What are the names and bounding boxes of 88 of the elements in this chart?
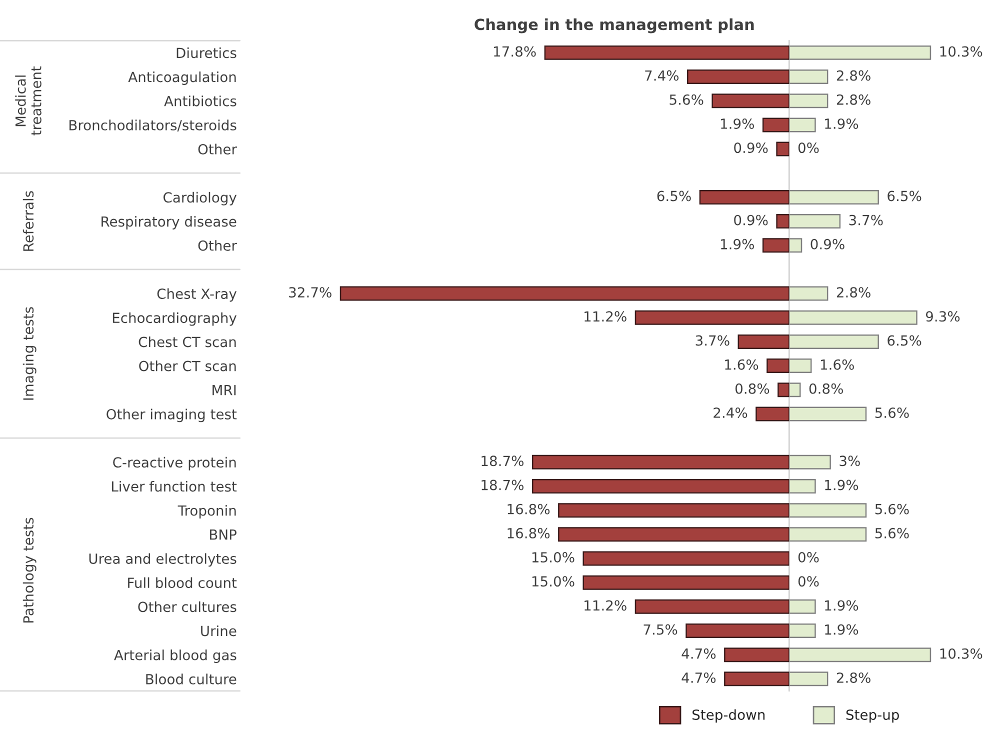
data-label: 3.7% xyxy=(696,335,730,346)
data-label: 4.7% xyxy=(682,672,716,683)
bar xyxy=(776,142,790,156)
y-tick-label: Cardiology xyxy=(163,192,237,206)
data-label: 0.8% xyxy=(809,383,843,394)
data-label: 2.8% xyxy=(836,672,870,683)
data-label: 32.7% xyxy=(289,287,332,298)
y-tick-label: Arterial blood gas xyxy=(114,650,236,663)
y-tick-label: Chest X-ray xyxy=(157,288,237,302)
y-tick-label: Antibiotics xyxy=(164,96,236,106)
bar xyxy=(789,286,828,301)
data-label: 0% xyxy=(798,142,819,154)
y-tick-label: Anticoagulation xyxy=(128,71,236,85)
data-label: 1.9% xyxy=(721,118,754,129)
text: Imaging tests xyxy=(22,307,36,400)
y-tick-label: Echocardiography xyxy=(112,312,237,326)
text: Medical treatment xyxy=(15,66,42,136)
data-label: 0% xyxy=(798,552,819,563)
y-tick-label: Troponin xyxy=(178,505,236,518)
data-label: 16.8% xyxy=(508,504,550,514)
data-label: 16.8% xyxy=(508,528,550,538)
y-tick-label: Urine xyxy=(201,625,236,636)
data-label: 10.3% xyxy=(940,46,982,57)
chart-title: Change in the management plan xyxy=(474,18,754,34)
data-label: 6.5% xyxy=(888,190,922,202)
bar xyxy=(789,624,816,638)
data-label: 0% xyxy=(798,576,819,587)
data-label: 7.5% xyxy=(644,624,678,635)
y-tick-label: Other CT scan xyxy=(139,360,236,372)
data-label: 1.9% xyxy=(825,600,858,611)
data-label: 6.5% xyxy=(657,190,691,202)
data-label: 5.6% xyxy=(875,504,909,514)
y-tick-label: Other xyxy=(198,240,237,251)
text: Pathology tests xyxy=(22,518,36,623)
data-label: 9.3% xyxy=(926,311,960,322)
data-label: 18.7% xyxy=(482,456,524,466)
data-label: 0.9% xyxy=(734,214,768,226)
bar xyxy=(789,454,831,470)
data-label: 3% xyxy=(840,456,860,466)
y-tick-label: C-reactive protein xyxy=(113,456,236,470)
data-label: 15.0% xyxy=(532,576,574,587)
bar xyxy=(789,478,816,494)
text: Referrals xyxy=(22,191,34,251)
data-label: 1.9% xyxy=(825,480,858,490)
data-label: 1.6% xyxy=(725,359,758,370)
data-label: 10.3% xyxy=(940,648,982,659)
data-label: 2.4% xyxy=(714,408,748,418)
data-label: 2.8% xyxy=(836,287,870,298)
data-label: 11.2% xyxy=(584,311,626,322)
y-tick-label: Other xyxy=(198,144,237,155)
data-label: 18.7% xyxy=(482,480,524,490)
data-label: 17.8% xyxy=(494,46,536,57)
data-label: 0.8% xyxy=(735,383,770,394)
legend-label: Step-down xyxy=(692,709,765,723)
data-label: 4.7% xyxy=(682,648,716,659)
y-tick-label: Liver function test xyxy=(112,480,237,492)
y-tick-label: Diuretics xyxy=(176,47,236,58)
bar xyxy=(582,551,790,566)
data-label: 1.9% xyxy=(825,118,858,129)
bar xyxy=(789,599,816,614)
legend-label: Step-up xyxy=(846,709,899,723)
data-label: 0.9% xyxy=(810,238,844,250)
y-tick-label: Respiratory disease xyxy=(102,216,236,230)
data-label: 5.6% xyxy=(670,94,704,105)
bar xyxy=(582,575,790,590)
y-tick-label: Blood culture xyxy=(146,674,236,684)
data-label: 5.6% xyxy=(875,528,909,538)
y-tick-label: BNP xyxy=(210,530,236,540)
y-tick-label: Other imaging test xyxy=(106,408,237,422)
y-tick-label: Full blood count xyxy=(128,577,237,588)
data-label: 0.9% xyxy=(734,142,768,154)
data-label: 5.6% xyxy=(875,408,909,418)
data-label: 6.5% xyxy=(888,335,922,346)
bar xyxy=(776,214,790,229)
data-label: 1.9% xyxy=(721,238,754,250)
y-tick-label: Chest CT scan xyxy=(138,336,236,348)
data-label: 1.6% xyxy=(820,359,854,370)
data-label: 15.0% xyxy=(532,552,574,563)
data-label: 2.8% xyxy=(836,94,870,105)
y-tick-label: MRI xyxy=(212,385,236,396)
data-label: 11.2% xyxy=(584,600,626,611)
y-tick-label: Other cultures xyxy=(138,601,236,612)
data-label: 1.9% xyxy=(825,624,858,635)
data-label: 2.8% xyxy=(836,70,870,81)
y-tick-label: Urea and electrolytes xyxy=(89,553,236,567)
data-label: 3.7% xyxy=(849,214,883,226)
data-label: 7.4% xyxy=(645,70,679,81)
y-tick-label: Bronchodilators/steroids xyxy=(70,120,236,132)
